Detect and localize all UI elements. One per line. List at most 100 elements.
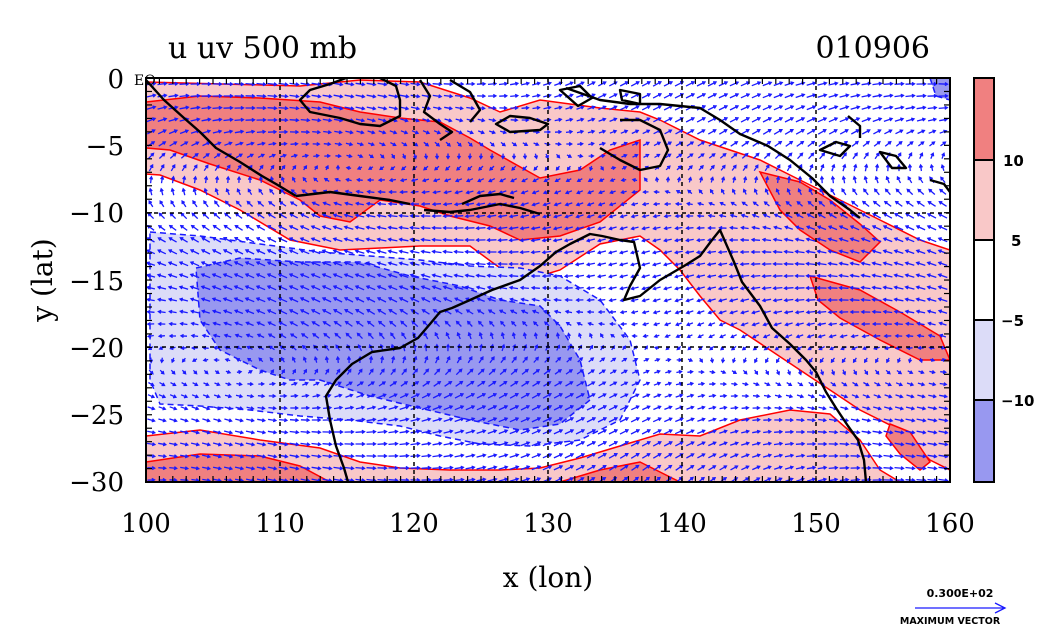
wind-vector-arrow-icon	[707, 213, 716, 219]
wind-vector-arrow-icon	[201, 105, 212, 110]
wind-vector-arrow-icon	[159, 369, 165, 375]
wind-vector-arrow-icon	[300, 213, 310, 219]
wind-vector-arrow-icon	[377, 82, 388, 87]
wind-vector-arrow-icon	[376, 297, 387, 303]
wind-vector-arrow-icon	[675, 334, 682, 339]
wind-vector-arrow-icon	[552, 274, 563, 279]
wind-vector-arrow-icon	[365, 297, 376, 303]
wind-vector-arrow-icon	[366, 177, 374, 183]
wind-vector-arrow-icon	[820, 369, 825, 376]
wind-vector-arrow-icon	[445, 165, 451, 171]
wind-vector-arrow-icon	[941, 152, 946, 159]
wind-vector-arrow-icon	[926, 309, 937, 314]
wind-vector-arrow-icon	[664, 322, 672, 327]
wind-vector-arrow-icon	[399, 405, 410, 411]
wind-vector-arrow-icon	[642, 381, 651, 386]
wind-vector-arrow-icon	[609, 141, 617, 146]
wind-vector-arrow-icon	[343, 273, 354, 279]
wind-vector-arrow-icon	[554, 178, 561, 183]
wind-vector-arrow-icon	[894, 406, 905, 411]
wind-vector-arrow-icon	[861, 129, 871, 135]
wind-vector-arrow-icon	[817, 93, 828, 98]
wind-vector-arrow-icon	[475, 226, 486, 231]
wind-vector-arrow-icon	[167, 297, 178, 302]
wind-vector-arrow-icon	[466, 368, 474, 376]
wind-vector-arrow-icon	[476, 405, 487, 411]
wind-vector-arrow-icon	[850, 81, 861, 86]
wind-vector-arrow-icon	[332, 285, 343, 291]
wind-vector-arrow-icon	[346, 355, 352, 364]
wind-vector-arrow-icon	[278, 466, 289, 471]
plot-area	[146, 78, 950, 482]
wind-vector-arrow-icon	[179, 333, 188, 339]
wind-vector-arrow-icon	[521, 381, 530, 387]
wind-vector-arrow-icon	[299, 309, 310, 315]
wind-vector-arrow-icon	[169, 442, 179, 447]
wind-vector-arrow-icon	[840, 394, 849, 399]
wind-vector-arrow-icon	[189, 285, 200, 291]
wind-vector-arrow-icon	[487, 417, 498, 423]
wind-vector-arrow-icon	[827, 322, 837, 327]
wind-vector-arrow-icon	[148, 152, 155, 160]
wind-vector-arrow-icon	[354, 261, 365, 267]
wind-vector-arrow-icon	[267, 82, 278, 87]
wind-vector-arrow-icon	[343, 261, 354, 267]
wind-vector-arrow-icon	[259, 369, 264, 375]
wind-vector-arrow-icon	[443, 190, 452, 195]
wind-vector-arrow-icon	[487, 297, 496, 302]
wind-vector-arrow-icon	[872, 454, 883, 459]
wind-vector-arrow-icon	[576, 381, 585, 387]
wind-vector-arrow-icon	[519, 285, 529, 290]
wind-vector-arrow-icon	[554, 321, 561, 327]
wind-vector-arrow-icon	[827, 225, 838, 231]
wind-vector-arrow-icon	[399, 441, 410, 446]
wind-vector-arrow-icon	[809, 369, 814, 376]
wind-vector-arrow-icon	[510, 117, 519, 123]
wind-vector-arrow-icon	[674, 310, 683, 315]
wind-vector-arrow-icon	[630, 441, 641, 447]
wind-vector-arrow-icon	[445, 331, 450, 340]
wind-vector-arrow-icon	[708, 465, 717, 471]
wind-vector-arrow-icon	[313, 153, 320, 159]
wind-vector-arrow-icon	[245, 333, 254, 338]
wind-vector-arrow-icon	[729, 322, 738, 327]
wind-vector-arrow-icon	[488, 105, 497, 111]
wind-vector-arrow-icon	[268, 153, 277, 158]
wind-vector-arrow-icon	[442, 297, 453, 303]
wind-vector-arrow-icon	[718, 322, 727, 327]
wind-vector-arrow-icon	[630, 81, 640, 87]
wind-vector-arrow-icon	[806, 81, 817, 86]
wind-vector-arrow-icon	[884, 129, 893, 135]
wind-vector-arrow-icon	[851, 406, 860, 411]
wind-vector-arrow-icon	[621, 357, 628, 363]
wind-vector-arrow-icon	[830, 175, 836, 184]
wind-vector-arrow-icon	[619, 441, 630, 447]
wind-vector-arrow-icon	[872, 418, 883, 423]
wind-vector-arrow-icon	[564, 441, 575, 447]
wind-vector-arrow-icon	[630, 453, 640, 459]
wind-vector-arrow-icon	[640, 250, 650, 255]
wind-vector-arrow-icon	[588, 141, 595, 146]
wind-vector-arrow-icon	[795, 453, 806, 458]
wind-vector-arrow-icon	[388, 178, 397, 183]
wind-vector-arrow-icon	[871, 321, 881, 327]
wind-vector-arrow-icon	[795, 117, 806, 123]
wind-vector-arrow-icon	[181, 357, 186, 363]
wind-vector-arrow-icon	[687, 369, 694, 375]
wind-vector-arrow-icon	[421, 309, 430, 315]
wind-vector-arrow-icon	[343, 213, 354, 218]
wind-vector-arrow-icon	[288, 249, 299, 255]
wind-vector-arrow-icon	[860, 225, 871, 231]
wind-vector-arrow-icon	[893, 297, 904, 302]
wind-vector-arrow-icon	[685, 225, 694, 231]
wind-vector-arrow-icon	[917, 129, 926, 135]
wind-vector-arrow-icon	[774, 405, 783, 411]
wind-vector-arrow-icon	[873, 188, 880, 196]
wind-vector-arrow-icon	[587, 321, 594, 326]
wind-vector-arrow-icon	[256, 321, 265, 327]
wind-vector-arrow-icon	[288, 261, 299, 267]
colorbar-label: −5	[1001, 312, 1024, 330]
wind-vector-arrow-icon	[476, 393, 487, 399]
wind-vector-arrow-icon	[795, 129, 806, 135]
wind-vector-arrow-icon	[673, 250, 683, 255]
